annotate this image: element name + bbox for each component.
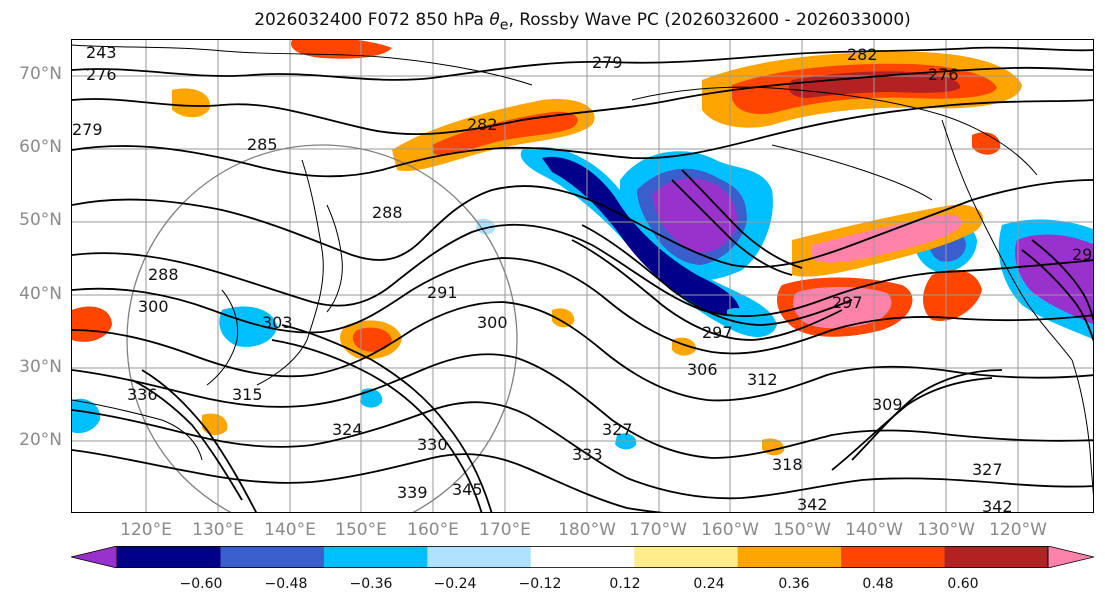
- contour-label: 303: [262, 313, 293, 332]
- colorbar-tick: −0.48: [264, 576, 308, 592]
- colorbar-cell: [323, 546, 428, 568]
- colorbar-tick: 0.12: [609, 576, 641, 592]
- contour-label: 297: [702, 323, 733, 342]
- contour-label: 342: [982, 497, 1013, 513]
- colorbar-tick: 0.60: [947, 576, 979, 592]
- lon-label-150e: 150°E: [335, 520, 387, 540]
- contour-label: 330: [417, 435, 448, 454]
- colorbar-tick: −0.24: [433, 576, 477, 592]
- lon-label-170e: 170°E: [479, 520, 531, 540]
- contour-label: 243: [86, 43, 117, 62]
- lat-label-60n: 60°N: [19, 137, 62, 157]
- neg-anomaly-japan: [219, 306, 277, 347]
- map-canvas: 243 276 279 279 282 282 276 285 288 288 …: [72, 40, 1094, 513]
- pos-anomaly-small-d: [202, 413, 228, 436]
- anomaly-shading: [72, 40, 1093, 456]
- neg-anomaly-small-4: [476, 218, 496, 235]
- pos-anomaly-bering-small: [172, 88, 211, 118]
- colorbar-cell: [220, 546, 325, 568]
- graticule: [72, 40, 1093, 512]
- neg-anomaly-gulf-alaska-inner: [652, 178, 738, 253]
- pos-anomaly-central-pac-core: [352, 327, 392, 352]
- lon-label-140e: 140°E: [264, 520, 316, 540]
- contour-label: 288: [148, 265, 179, 284]
- lat-label-30n: 30°N: [19, 357, 62, 377]
- contour-label: 306: [687, 360, 718, 379]
- colorbar-tick: 0.24: [693, 576, 725, 592]
- lon-label-150w: 150°W: [773, 520, 831, 540]
- colorbar-tick: −0.36: [349, 576, 393, 592]
- contour-label: 327: [972, 460, 1003, 479]
- colorbar-cell: [841, 546, 946, 568]
- contour-label: 294: [1072, 245, 1094, 264]
- figure-title: 2026032400 F072 850 hPa θe, Rossby Wave …: [254, 10, 911, 34]
- lon-label-140w: 140°W: [845, 520, 903, 540]
- contour-label: 297: [832, 293, 863, 312]
- lon-label-160w: 160°W: [701, 520, 759, 540]
- lon-label-130w: 130°W: [917, 520, 975, 540]
- colorbar-extend-under: [71, 546, 118, 568]
- contour-label: 312: [747, 370, 778, 389]
- contour-label: 300: [138, 297, 169, 316]
- contour-label: 282: [467, 115, 498, 134]
- contour-label: 291: [427, 283, 458, 302]
- pos-anomaly-nw: [291, 40, 392, 59]
- colorbar: [71, 546, 1094, 568]
- lon-label-130e: 130°E: [192, 520, 244, 540]
- pos-anomaly-pacific-ridge-core: [812, 214, 962, 263]
- lat-label-20n: 20°N: [19, 430, 62, 450]
- colorbar-cell: [737, 546, 842, 568]
- contour-label: 276: [928, 65, 959, 84]
- lon-label-160e: 160°E: [407, 520, 459, 540]
- contour-label: 327: [602, 420, 633, 439]
- lat-label-50n: 50°N: [19, 210, 62, 230]
- colorbar-cell: [634, 546, 739, 568]
- colorbar-cell: [944, 546, 1049, 568]
- contour-label: 342: [797, 495, 828, 513]
- lon-label-120e: 120°E: [120, 520, 172, 540]
- coastlines: [72, 44, 1093, 496]
- contour-label: 288: [372, 203, 403, 222]
- pos-anomaly-small-c: [972, 132, 1001, 155]
- theta-e-contours: [72, 46, 1093, 512]
- neg-anomaly-trail-core: [542, 156, 740, 316]
- colorbar-extend-over: [1047, 546, 1094, 568]
- lon-label-180w: 180°W: [558, 520, 616, 540]
- contour-label: 336: [127, 385, 158, 404]
- contour-label: 333: [572, 445, 603, 464]
- colorbar-frame: [116, 546, 1049, 568]
- contour-label: 315: [232, 385, 263, 404]
- colorbar-cell: [117, 546, 221, 568]
- colorbar-cell: [427, 546, 532, 568]
- lat-label-40n: 40°N: [19, 284, 62, 304]
- colorbar-tick: −0.12: [518, 576, 562, 592]
- contour-label: 300: [477, 313, 508, 332]
- lon-label-120w: 120°W: [989, 520, 1047, 540]
- pos-anomaly-west-sea: [72, 306, 112, 342]
- contour-label: 345: [452, 480, 483, 499]
- contour-label: 279: [592, 53, 623, 72]
- colorbar-tick: 0.48: [862, 576, 894, 592]
- contour-label: 324: [332, 420, 363, 439]
- pos-anomaly-small-e: [552, 308, 575, 328]
- lat-label-70n: 70°N: [19, 64, 62, 84]
- colorbar-cell: [530, 546, 635, 568]
- contour-label: 285: [247, 135, 278, 154]
- contour-label: 276: [86, 65, 117, 84]
- contour-label: 279: [72, 120, 103, 139]
- pos-anomaly-midpac-south-core: [792, 286, 892, 329]
- contour-label: 309: [872, 395, 903, 414]
- neg-anomaly-scs: [72, 398, 101, 434]
- contour-label: 339: [397, 483, 428, 502]
- map-panel: 243 276 279 279 282 282 276 285 288 288 …: [71, 39, 1094, 513]
- colorbar-tick: −0.60: [179, 576, 223, 592]
- colorbar-tick: 0.36: [778, 576, 810, 592]
- lon-label-170w: 170°W: [629, 520, 687, 540]
- contour-label: 282: [847, 45, 878, 64]
- contour-label: 318: [772, 455, 803, 474]
